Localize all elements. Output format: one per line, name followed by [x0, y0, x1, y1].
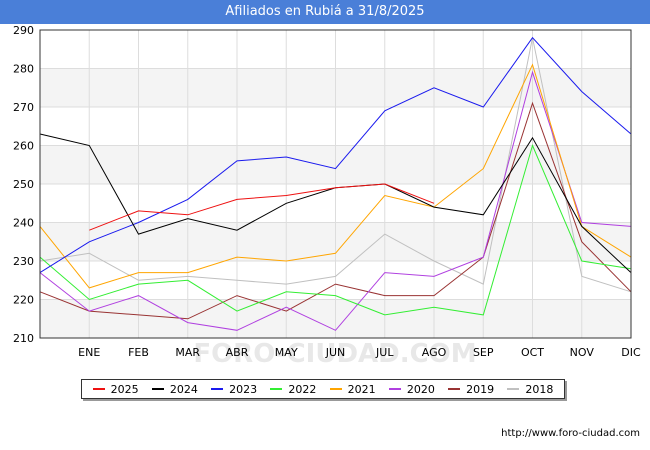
series-line-2023	[39, 36, 632, 274]
x-tick-label: ENE	[78, 346, 100, 359]
x-tick-label: JUL	[375, 346, 394, 359]
legend-label: 2018	[525, 382, 554, 396]
chart-title: Afiliados en Rubiá a 31/8/2025	[0, 0, 650, 24]
plot-border	[39, 29, 632, 339]
watermark: FORO-CIUDAD.COM	[193, 339, 476, 369]
x-tick-label: SEP	[473, 346, 494, 359]
x-tick-label: MAR	[175, 346, 200, 359]
legend-label: 2022	[288, 382, 317, 396]
series-line-2019	[39, 101, 632, 320]
x-tick-label: JUN	[325, 346, 346, 359]
legend-item-2019: 2019	[448, 383, 494, 396]
legend-swatch	[92, 388, 105, 390]
x-tick-label: ABR	[226, 346, 249, 359]
legend-swatch	[388, 388, 401, 390]
y-tick-label: 290	[13, 24, 34, 37]
legend-swatch	[151, 388, 164, 390]
y-tick-label: 250	[13, 178, 34, 191]
y-tick-label: 270	[13, 101, 34, 114]
legend-swatch	[329, 388, 342, 390]
legend-label: 2023	[229, 382, 258, 396]
x-axis-ticks: ENE FEB MAR ABR MAY JUN JUL AGO SEP OCT NOV DIC	[78, 346, 641, 359]
legend-item-2023: 2023	[211, 383, 257, 396]
y-tick-label: 220	[13, 294, 34, 307]
series-line-2021	[39, 63, 632, 289]
x-tick-label: FEB	[128, 346, 149, 359]
legend-item-2020: 2020	[388, 382, 435, 396]
x-tick-label: NOV	[570, 346, 595, 359]
legend-item-2025: 2025	[92, 382, 139, 396]
legend-label: 2024	[169, 382, 198, 396]
legend-item-2024: 2024	[151, 382, 198, 396]
legend-item-2021: 2021	[329, 382, 376, 396]
x-tick-label: OCT	[521, 346, 544, 359]
series-line-2025	[89, 183, 435, 231]
series-lines	[39, 36, 632, 331]
legend-swatch	[211, 388, 224, 390]
x-tick-label: MAY	[275, 346, 298, 359]
legend-swatch	[270, 388, 283, 390]
y-tick-label: 280	[13, 63, 34, 76]
x-tick-label: DIC	[621, 346, 641, 359]
legend: 2025 2024 2023 2022 2021 2020 2019 2018	[81, 379, 565, 399]
legend-item-2018: 2018	[507, 383, 553, 396]
legend-swatch	[507, 388, 520, 390]
series-line-2020	[39, 70, 632, 331]
x-tick-label: AGO	[422, 346, 447, 359]
legend-label: 2025	[110, 382, 139, 396]
legend-label: 2020	[406, 382, 435, 396]
y-tick-label: 260	[13, 140, 34, 153]
legend-item-2022: 2022	[270, 383, 316, 396]
series-line-2022	[39, 144, 632, 316]
source-credit: http://www.foro-ciudad.com	[501, 428, 640, 439]
legend-label: 2019	[466, 382, 495, 396]
legend-swatch	[448, 388, 461, 390]
legend-label: 2021	[347, 382, 376, 396]
y-tick-label: 210	[13, 332, 34, 345]
y-tick-label: 230	[13, 255, 34, 268]
y-tick-label: 240	[13, 217, 34, 230]
y-axis-ticks: 210 220 230 240 250 260 270 280 290	[13, 24, 34, 345]
